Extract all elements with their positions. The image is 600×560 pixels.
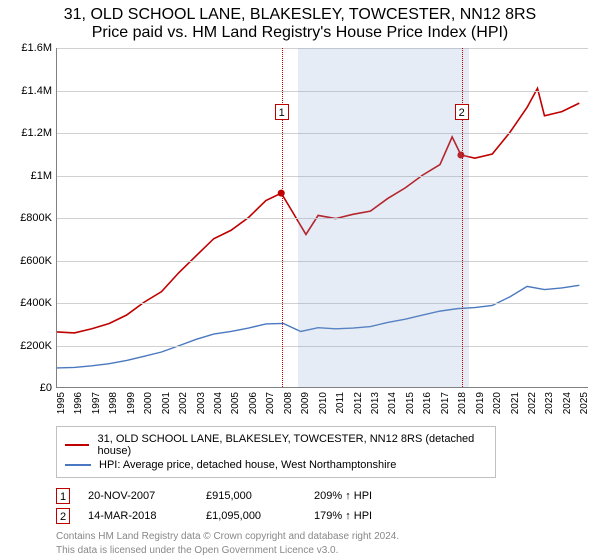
chart-flag: 2 [455, 104, 469, 120]
y-tick-label: £400K [20, 297, 52, 309]
sale-row: 2 14-MAR-2018 £1,095,000 179% ↑ HPI [56, 508, 588, 524]
x-tick-label: 2010 [318, 392, 329, 414]
x-tick-label: 2013 [370, 392, 381, 414]
x-tick-label: 1997 [91, 392, 102, 414]
y-tick-label: £1.6M [21, 42, 52, 54]
x-tick-label: 2012 [353, 392, 364, 414]
legend-swatch [65, 444, 89, 446]
x-tick-label: 2008 [283, 392, 294, 414]
y-axis-labels: £0£200K£400K£600K£800K£1M£1.2M£1.4M£1.6M [12, 48, 56, 418]
y-tick-label: £200K [20, 340, 52, 352]
y-tick-label: £0 [40, 382, 52, 394]
x-tick-label: 1995 [56, 392, 67, 414]
x-tick-label: 2019 [475, 392, 486, 414]
x-tick-label: 1998 [108, 392, 119, 414]
y-tick-label: £1.4M [21, 85, 52, 97]
sale-flag: 2 [56, 508, 70, 524]
x-tick-label: 2023 [544, 392, 555, 414]
x-tick-label: 1999 [126, 392, 137, 414]
x-tick-label: 2006 [248, 392, 259, 414]
chart-flag: 1 [275, 104, 289, 120]
x-tick-label: 2018 [457, 392, 468, 414]
x-tick-label: 2002 [178, 392, 189, 414]
plot-region: 12 [56, 48, 588, 388]
sale-records: 1 20-NOV-2007 £915,000 209% ↑ HPI 2 14-MAR-20… [56, 488, 588, 524]
legend-item: HPI: Average price, detached house, West… [65, 459, 487, 471]
x-tick-label: 2009 [300, 392, 311, 414]
footer-line-2: This data is licensed under the Open Gov… [56, 544, 588, 558]
x-tick-label: 2007 [265, 392, 276, 414]
sale-date: 20-NOV-2007 [88, 490, 188, 502]
legend: 31, OLD SCHOOL LANE, BLAKESLEY, TOWCESTE… [56, 426, 496, 478]
sale-price: £1,095,000 [206, 510, 296, 522]
x-tick-label: 2025 [579, 392, 590, 414]
x-tick-label: 2015 [405, 392, 416, 414]
sale-price: £915,000 [206, 490, 296, 502]
x-axis-labels: 1995 1996 1997 1998 1999 2000 2001 2002 2003 2004… [56, 388, 588, 418]
title-line-1: 31, OLD SCHOOL LANE, BLAKESLEY, TOWCESTE… [12, 6, 588, 24]
footer-attribution: Contains HM Land Registry data © Crown c… [56, 530, 588, 557]
x-tick-label: 1996 [73, 392, 84, 414]
x-tick-label: 2011 [335, 392, 346, 414]
y-tick-label: £600K [20, 255, 52, 267]
legend-swatch [65, 464, 91, 466]
chart-header: 31, OLD SCHOOL LANE, BLAKESLEY, TOWCESTE… [12, 6, 588, 42]
sale-pct: 209% ↑ HPI [314, 490, 414, 502]
x-tick-label: 2017 [440, 392, 451, 414]
title-line-2: Price paid vs. HM Land Registry's House … [12, 24, 588, 42]
sale-flag: 1 [56, 488, 70, 504]
legend-label: HPI: Average price, detached house, West… [99, 459, 396, 471]
x-tick-label: 2004 [213, 392, 224, 414]
x-tick-label: 2000 [143, 392, 154, 414]
x-tick-label: 2020 [492, 392, 503, 414]
x-tick-label: 2016 [422, 392, 433, 414]
sale-date: 14-MAR-2018 [88, 510, 188, 522]
legend-label: 31, OLD SCHOOL LANE, BLAKESLEY, TOWCESTE… [97, 433, 487, 457]
x-tick-label: 2005 [230, 392, 241, 414]
sale-row: 1 20-NOV-2007 £915,000 209% ↑ HPI [56, 488, 588, 504]
legend-item: 31, OLD SCHOOL LANE, BLAKESLEY, TOWCESTE… [65, 433, 487, 457]
y-tick-label: £1M [31, 170, 52, 182]
x-tick-label: 2024 [562, 392, 573, 414]
chart-area: £0£200K£400K£600K£800K£1M£1.2M£1.4M£1.6M… [12, 48, 588, 418]
footer-line-1: Contains HM Land Registry data © Crown c… [56, 530, 588, 544]
x-tick-label: 2003 [196, 392, 207, 414]
y-tick-label: £800K [20, 212, 52, 224]
x-tick-label: 2014 [387, 392, 398, 414]
y-tick-label: £1.2M [21, 127, 52, 139]
x-tick-label: 2001 [161, 392, 172, 414]
x-tick-label: 2022 [527, 392, 538, 414]
sale-pct: 179% ↑ HPI [314, 510, 414, 522]
x-tick-label: 2021 [510, 392, 521, 414]
